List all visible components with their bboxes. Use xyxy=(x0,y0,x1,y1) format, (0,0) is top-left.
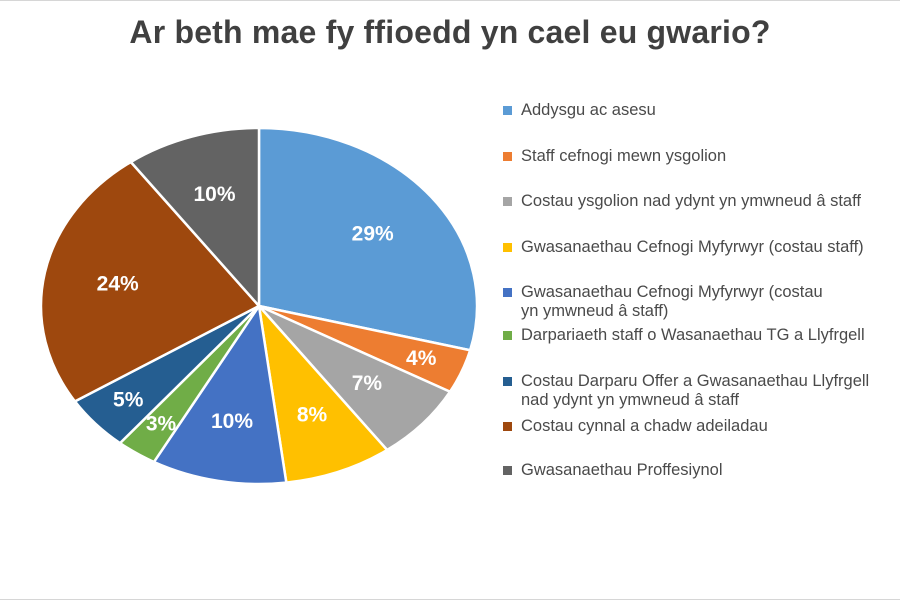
legend-swatch xyxy=(503,377,512,386)
legend-label: Staff cefnogi mewn ysgolion xyxy=(521,147,727,165)
legend-swatch xyxy=(503,422,512,431)
pie-chart: 29% 4% 7% 8% 10% 3%5% 24% 10% xyxy=(39,126,479,486)
pie-slice-9 xyxy=(129,126,261,308)
data-label-slice-1: 29% xyxy=(352,223,394,246)
data-label-slice-3: 7% xyxy=(352,372,383,395)
legend-swatch xyxy=(503,466,512,475)
legend-label: Addysgu ac asesu xyxy=(521,101,656,119)
legend-swatch xyxy=(503,243,512,252)
legend-swatch xyxy=(503,331,512,340)
data-label-slice-5: 10% xyxy=(211,410,253,433)
data-label-slice-2: 4% xyxy=(406,347,437,370)
legend-label: Gwasanaethau Proffesiynol xyxy=(521,461,723,479)
pie-slice-5 xyxy=(152,304,288,486)
pie-slice-8 xyxy=(39,160,261,403)
data-label-slice-6: 3% xyxy=(146,412,177,435)
data-label-slice-9: 10% xyxy=(193,183,235,206)
chart-legend: Addysgu ac asesu Staff cefnogi mewn ysgol… xyxy=(503,0,900,600)
pie-slice-4 xyxy=(257,304,389,484)
data-label-slice-4: 8% xyxy=(297,404,328,427)
legend-label: Costau ysgolion nad ydynt yn ymwneud â s… xyxy=(521,192,861,210)
data-label-slice-7: 5% xyxy=(113,389,144,412)
legend-label: Darpariaeth staff o Wasanaethau TG a Lly… xyxy=(521,326,865,344)
legend-swatch xyxy=(503,197,512,206)
data-label-slice-8: 24% xyxy=(97,273,139,296)
pie-slice-1 xyxy=(257,126,479,352)
legend-swatch xyxy=(503,152,512,161)
legend-label: Costau cynnal a chadw adeiladau xyxy=(521,417,768,435)
legend-label: Gwasanaethau Cefnogi Myfyrwyr (costau yn … xyxy=(521,283,823,320)
legend-swatch xyxy=(503,288,512,297)
legend-label: Costau Darparu Offer a Gwasanaethau Llyf… xyxy=(521,372,870,409)
legend-label: Gwasanaethau Cefnogi Myfyrwyr (costau st… xyxy=(521,238,864,256)
legend-swatch xyxy=(503,106,512,115)
chart-title: Ar beth mae fy ffioedd yn cael eu gwario… xyxy=(129,14,771,50)
